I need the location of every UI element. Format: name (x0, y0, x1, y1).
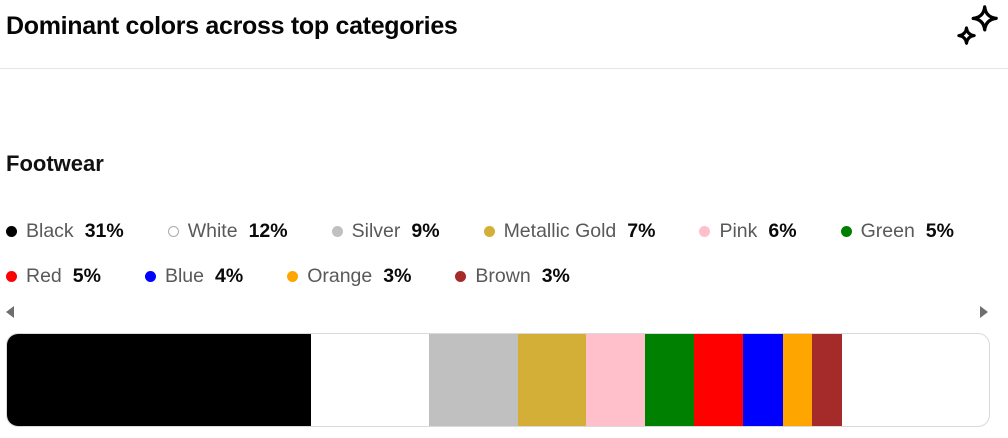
legend-value: 7% (627, 219, 656, 242)
triangle-left-icon (6, 306, 14, 318)
legend-dot-red (6, 270, 17, 282)
legend-dot-silver (331, 225, 343, 237)
bar-segment-silver[interactable] (429, 334, 518, 426)
legend-item-black: Black 31% (6, 216, 124, 246)
legend-item-green: Green 5% (840, 216, 954, 246)
legend-dot-metallic-gold (483, 225, 495, 237)
legend-dot-orange (287, 270, 299, 282)
legend-value: 3% (383, 264, 412, 287)
legend-item-pink: Pink 6% (699, 216, 797, 246)
bar-segment-black[interactable] (7, 334, 312, 426)
bar-segment-brown[interactable] (812, 334, 842, 426)
legend-dot-black (6, 225, 17, 237)
legend-item-metallic-gold: Metallic Gold 7% (483, 216, 656, 246)
legend-item-brown: Brown 3% (455, 261, 570, 291)
bar-segment-white[interactable] (311, 334, 430, 426)
ai-insights-button[interactable] (954, 4, 1002, 52)
legend-value: 9% (411, 219, 440, 242)
legend-label: Green (860, 219, 915, 242)
legend-label: Silver (351, 219, 401, 242)
stacked-bar (6, 333, 990, 427)
category-title: Footwear (6, 151, 104, 176)
legend-label: Blue (164, 264, 204, 287)
bar-segment-metallic-gold[interactable] (517, 334, 587, 426)
legend-dot-white (167, 225, 179, 237)
legend-label: Black (26, 219, 74, 242)
bar-segment-pink[interactable] (586, 334, 646, 426)
bar-segment-orange[interactable] (782, 334, 813, 426)
horizontal-scrollbar[interactable] (6, 304, 990, 320)
legend-label: White (187, 219, 238, 242)
legend-label: Orange (307, 264, 373, 287)
card-content: Footwear Black 31% White 12% Silver 9% Metalli… (0, 149, 1008, 427)
card-header: Dominant colors across top categories (0, 0, 1008, 69)
legend-label: Pink (719, 219, 758, 242)
legend-value: 6% (768, 219, 797, 242)
legend-value: 31% (84, 219, 124, 242)
legend-item-red: Red 5% (6, 261, 101, 291)
legend-label: Brown (475, 264, 531, 287)
scrollbar-right-arrow[interactable] (980, 306, 990, 318)
sparkles-icon (957, 5, 998, 45)
legend-dot-brown (455, 270, 467, 282)
scrollbar-track[interactable] (16, 305, 980, 319)
legend-label: Red (26, 264, 62, 287)
legend-item-orange: Orange 3% (287, 261, 411, 291)
legend-value: 4% (215, 264, 244, 287)
legend-value: 12% (248, 219, 288, 242)
legend: Black 31% White 12% Silver 9% Metallic Gold 7% P… (6, 216, 990, 291)
legend-item-white: White 12% (167, 216, 288, 246)
bar-segment-blue[interactable] (743, 334, 783, 426)
legend-item-silver: Silver 9% (331, 216, 440, 246)
legend-item-blue: Blue 4% (144, 261, 244, 291)
legend-dot-pink (699, 225, 711, 237)
legend-label: Metallic Gold (503, 219, 617, 242)
legend-value: 5% (72, 264, 101, 287)
page-title: Dominant colors across top categories (6, 12, 458, 40)
legend-value: 3% (541, 264, 570, 287)
triangle-right-icon (980, 306, 988, 318)
bar-segment-green[interactable] (645, 334, 695, 426)
legend-dot-blue (144, 270, 156, 282)
bar-segment-red[interactable] (694, 334, 744, 426)
legend-dot-green (840, 225, 852, 237)
legend-value: 5% (925, 219, 954, 242)
scrollbar-left-arrow[interactable] (6, 306, 16, 318)
